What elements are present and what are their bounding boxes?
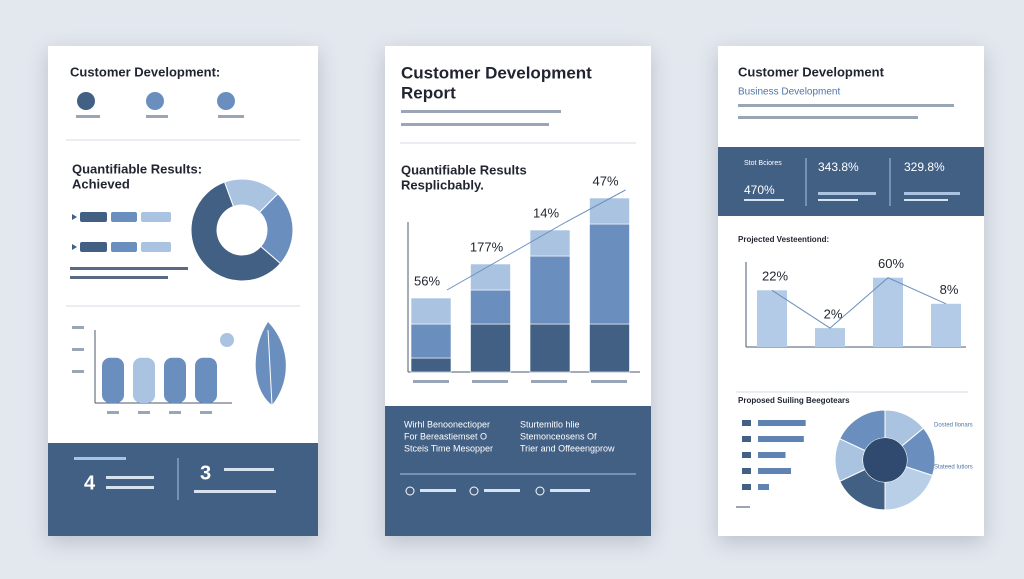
bar-segment — [470, 323, 511, 373]
bar-annotation: 14% — [533, 205, 559, 220]
bar-segment — [410, 323, 452, 359]
bar-annotation: 47% — [592, 173, 618, 188]
page-title: Report — [401, 83, 456, 102]
bar-segment — [470, 289, 511, 325]
row-marker — [742, 452, 751, 458]
row-marker — [742, 484, 751, 490]
page-title: Customer Development — [401, 63, 592, 82]
bar-label — [138, 411, 150, 414]
hbar — [758, 452, 786, 458]
bar-segment — [589, 197, 630, 225]
bar-label — [107, 411, 119, 414]
footer-text: Trier and Offeeengprow — [520, 443, 615, 453]
bar-segment — [410, 357, 452, 373]
trend-line — [771, 277, 947, 329]
footer-text: For Bereastiemset O — [404, 431, 487, 441]
bar-segment — [470, 263, 511, 291]
stat-value: 4 — [84, 472, 96, 494]
bar — [815, 328, 845, 347]
page-3-decor — [718, 104, 984, 508]
footer-text: Stceis Time Mesopper — [404, 443, 493, 453]
page-1-decor — [48, 92, 318, 536]
hbar — [758, 484, 769, 490]
bar-label — [200, 411, 212, 414]
section-heading: Proposed Suiling Beegotears — [738, 396, 850, 405]
hbar — [758, 420, 806, 426]
pie-label: Dosted Ilonars — [934, 423, 973, 429]
bar — [873, 277, 903, 347]
bar-annotation: 2% — [824, 307, 843, 322]
bar-annotation: 56% — [414, 273, 440, 288]
row-marker — [742, 436, 751, 442]
bar — [195, 357, 217, 403]
section-heading: Resplicbably. — [401, 177, 484, 192]
bar-segment — [589, 223, 630, 325]
bar-annotation: 177% — [470, 239, 504, 254]
row-marker — [742, 420, 751, 426]
bar-segment — [529, 323, 571, 373]
page-subtitle: Business Development — [738, 87, 840, 98]
page-title: Customer Development — [738, 64, 885, 79]
bar — [757, 290, 787, 347]
hbar — [758, 436, 804, 442]
band-stat: 343.8% — [818, 160, 859, 174]
bar-segment — [529, 229, 571, 257]
footer-text: Stemonceosens Of — [520, 431, 597, 441]
bar-label — [169, 411, 181, 414]
bar — [931, 303, 961, 347]
bar-annotation: 22% — [762, 269, 788, 284]
band-stat: 329.8% — [904, 160, 945, 174]
stat-value: 3 — [200, 462, 211, 484]
row-marker — [742, 468, 751, 474]
section-heading: Projected Vesteentiond: — [738, 235, 829, 244]
bar — [133, 357, 155, 403]
hbar — [758, 468, 791, 474]
section-heading: Quantifiable Results: — [72, 161, 202, 176]
bar-segment — [589, 323, 630, 373]
bar — [164, 357, 186, 403]
pie-center — [863, 438, 907, 482]
section-heading: Achieved — [72, 176, 130, 191]
band-label: Stot Bciores — [744, 160, 782, 167]
page-title: Customer Development: — [70, 64, 220, 79]
bar-annotation: 8% — [940, 282, 959, 297]
bar-annotation: 60% — [878, 256, 904, 271]
donut-segment — [190, 181, 282, 282]
trend-line — [446, 189, 626, 291]
page-2-decor — [385, 110, 651, 536]
footer-text: Sturtemitlo hlie — [520, 419, 580, 429]
bar-segment — [529, 255, 571, 325]
pie-label: Stateed Iutiors — [934, 465, 973, 471]
bar-segment — [410, 297, 452, 325]
band-stat: 470% — [744, 183, 775, 197]
footer-text: Wirhl Benoonectioper — [404, 419, 490, 429]
section-heading: Quantifiable Results — [401, 162, 527, 177]
bar — [102, 357, 124, 403]
